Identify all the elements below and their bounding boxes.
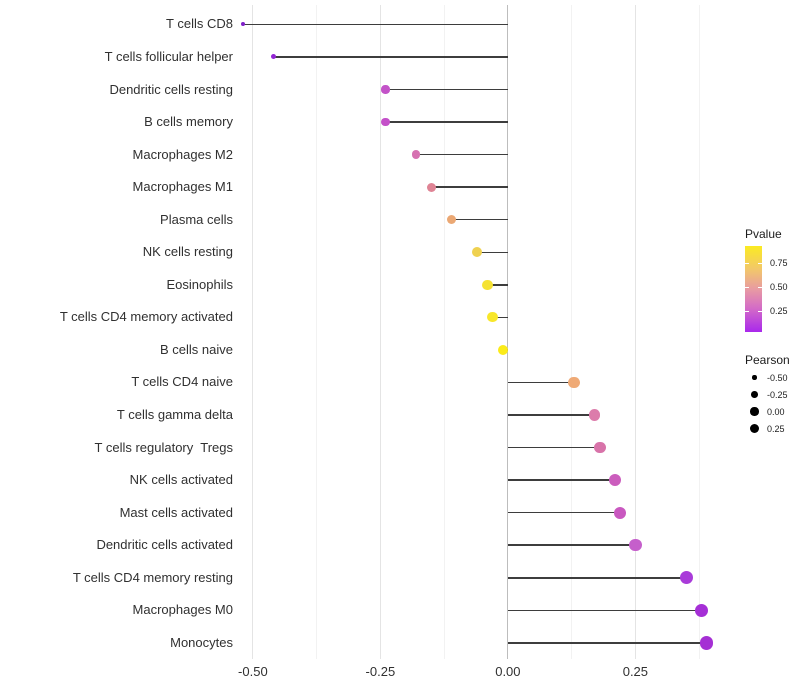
- lollipop-stem: [507, 414, 595, 416]
- data-point: [608, 474, 622, 487]
- y-axis-label: Monocytes: [170, 634, 233, 650]
- gridline-major: [634, 5, 636, 659]
- colorbar-tick-mark: [745, 263, 749, 265]
- data-point: [629, 538, 642, 552]
- pearson-legend-title: Pearson: [745, 353, 790, 367]
- y-axis-label: Plasma cells: [160, 211, 233, 227]
- lollipop-stem: [507, 577, 687, 579]
- lollipop-stem: [487, 284, 508, 286]
- lollipop-stem: [242, 23, 508, 26]
- x-axis-tick-label: -0.50: [238, 664, 268, 679]
- data-point: [487, 312, 498, 323]
- pearson-legend-dot: [751, 391, 758, 398]
- y-axis-label: Macrophages M1: [132, 179, 233, 195]
- zero-baseline: [507, 5, 509, 659]
- pearson-legend-label: -0.25: [767, 389, 788, 400]
- y-axis-label: B cells memory: [144, 114, 233, 130]
- data-point: [593, 441, 606, 454]
- pvalue-colorbar: [745, 246, 762, 332]
- lollipop-stem: [507, 479, 615, 481]
- y-axis-label: B cells naive: [160, 341, 233, 357]
- x-axis-tick-label: 0.00: [495, 664, 521, 679]
- data-point: [447, 214, 457, 225]
- y-axis-label: T cells regulatory Tregs: [94, 439, 233, 455]
- colorbar-tick-mark: [758, 263, 762, 265]
- y-axis-label: T cells CD8: [166, 16, 233, 32]
- data-point: [613, 506, 627, 519]
- pearson-legend-dot: [749, 423, 760, 434]
- lollipop-stem: [507, 381, 575, 384]
- y-axis-label: NK cells activated: [129, 472, 233, 488]
- gridline-minor: [698, 5, 700, 659]
- lollipop-stem: [492, 316, 508, 319]
- y-axis-label: T cells follicular helper: [104, 48, 233, 64]
- pearson-legend-label: 0.25: [767, 423, 785, 434]
- x-axis-tick-label: 0.25: [622, 664, 649, 679]
- y-axis-label: Macrophages M2: [132, 146, 233, 162]
- y-axis-label: NK cells resting: [142, 244, 233, 260]
- pearson-legend-dot: [752, 375, 757, 380]
- y-axis-label: Eosinophils: [166, 276, 234, 292]
- y-axis-label: T cells CD4 memory resting: [72, 569, 233, 585]
- colorbar-tick-mark: [745, 287, 749, 289]
- pvalue-legend-title: Pvalue: [745, 227, 782, 241]
- lollipop-stem: [385, 121, 508, 123]
- gridline-minor: [571, 5, 573, 659]
- pearson-legend-label: -0.50: [767, 372, 788, 383]
- pearson-legend-dot: [750, 407, 759, 416]
- data-point: [240, 22, 245, 27]
- data-point: [568, 376, 580, 389]
- data-point: [700, 636, 714, 650]
- colorbar-tick-label: 0.50: [770, 282, 788, 293]
- y-axis-label: Macrophages M0: [132, 602, 233, 618]
- lollipop-stem: [273, 56, 508, 58]
- lollipop-stem: [507, 609, 702, 612]
- data-point: [270, 54, 276, 60]
- x-axis-tick-label: -0.25: [365, 664, 396, 679]
- colorbar-tick-mark: [745, 310, 749, 312]
- colorbar-tick-label: 0.75: [770, 258, 788, 269]
- data-point: [497, 344, 508, 356]
- lollipop-stem: [507, 511, 621, 514]
- lollipop-stem: [416, 153, 508, 156]
- data-point: [695, 603, 709, 617]
- data-point: [472, 247, 483, 258]
- data-point: [381, 117, 390, 127]
- lollipop-stem: [507, 446, 600, 449]
- lollipop-stem: [385, 88, 508, 91]
- data-point: [679, 571, 693, 585]
- data-point: [426, 182, 436, 192]
- y-axis-label: T cells gamma delta: [116, 407, 233, 422]
- lollipop-stem: [477, 251, 508, 253]
- data-point: [482, 279, 493, 290]
- colorbar-tick-label: 0.25: [770, 305, 788, 316]
- y-axis-label: T cells CD4 naive: [131, 374, 233, 390]
- y-axis-label: Mast cells activated: [119, 504, 233, 520]
- colorbar-tick-mark: [758, 310, 762, 312]
- gridline-major: [252, 5, 254, 659]
- gridline-minor: [443, 5, 445, 659]
- lollipop-stem: [507, 642, 707, 644]
- lollipop-stem: [507, 544, 636, 546]
- data-point: [588, 409, 601, 421]
- gridline-minor: [316, 5, 318, 659]
- pearson-legend-label: 0.00: [767, 406, 785, 417]
- y-axis-label: T cells CD4 memory activated: [59, 309, 233, 325]
- lollipop-stem: [451, 218, 508, 221]
- y-axis-label: Dendritic cells activated: [96, 537, 233, 553]
- data-point: [381, 85, 390, 94]
- colorbar-tick-mark: [758, 287, 762, 289]
- data-point: [411, 150, 421, 159]
- lollipop-stem: [431, 186, 508, 188]
- gridline-major: [379, 5, 381, 659]
- y-axis-label: Dendritic cells resting: [109, 81, 233, 97]
